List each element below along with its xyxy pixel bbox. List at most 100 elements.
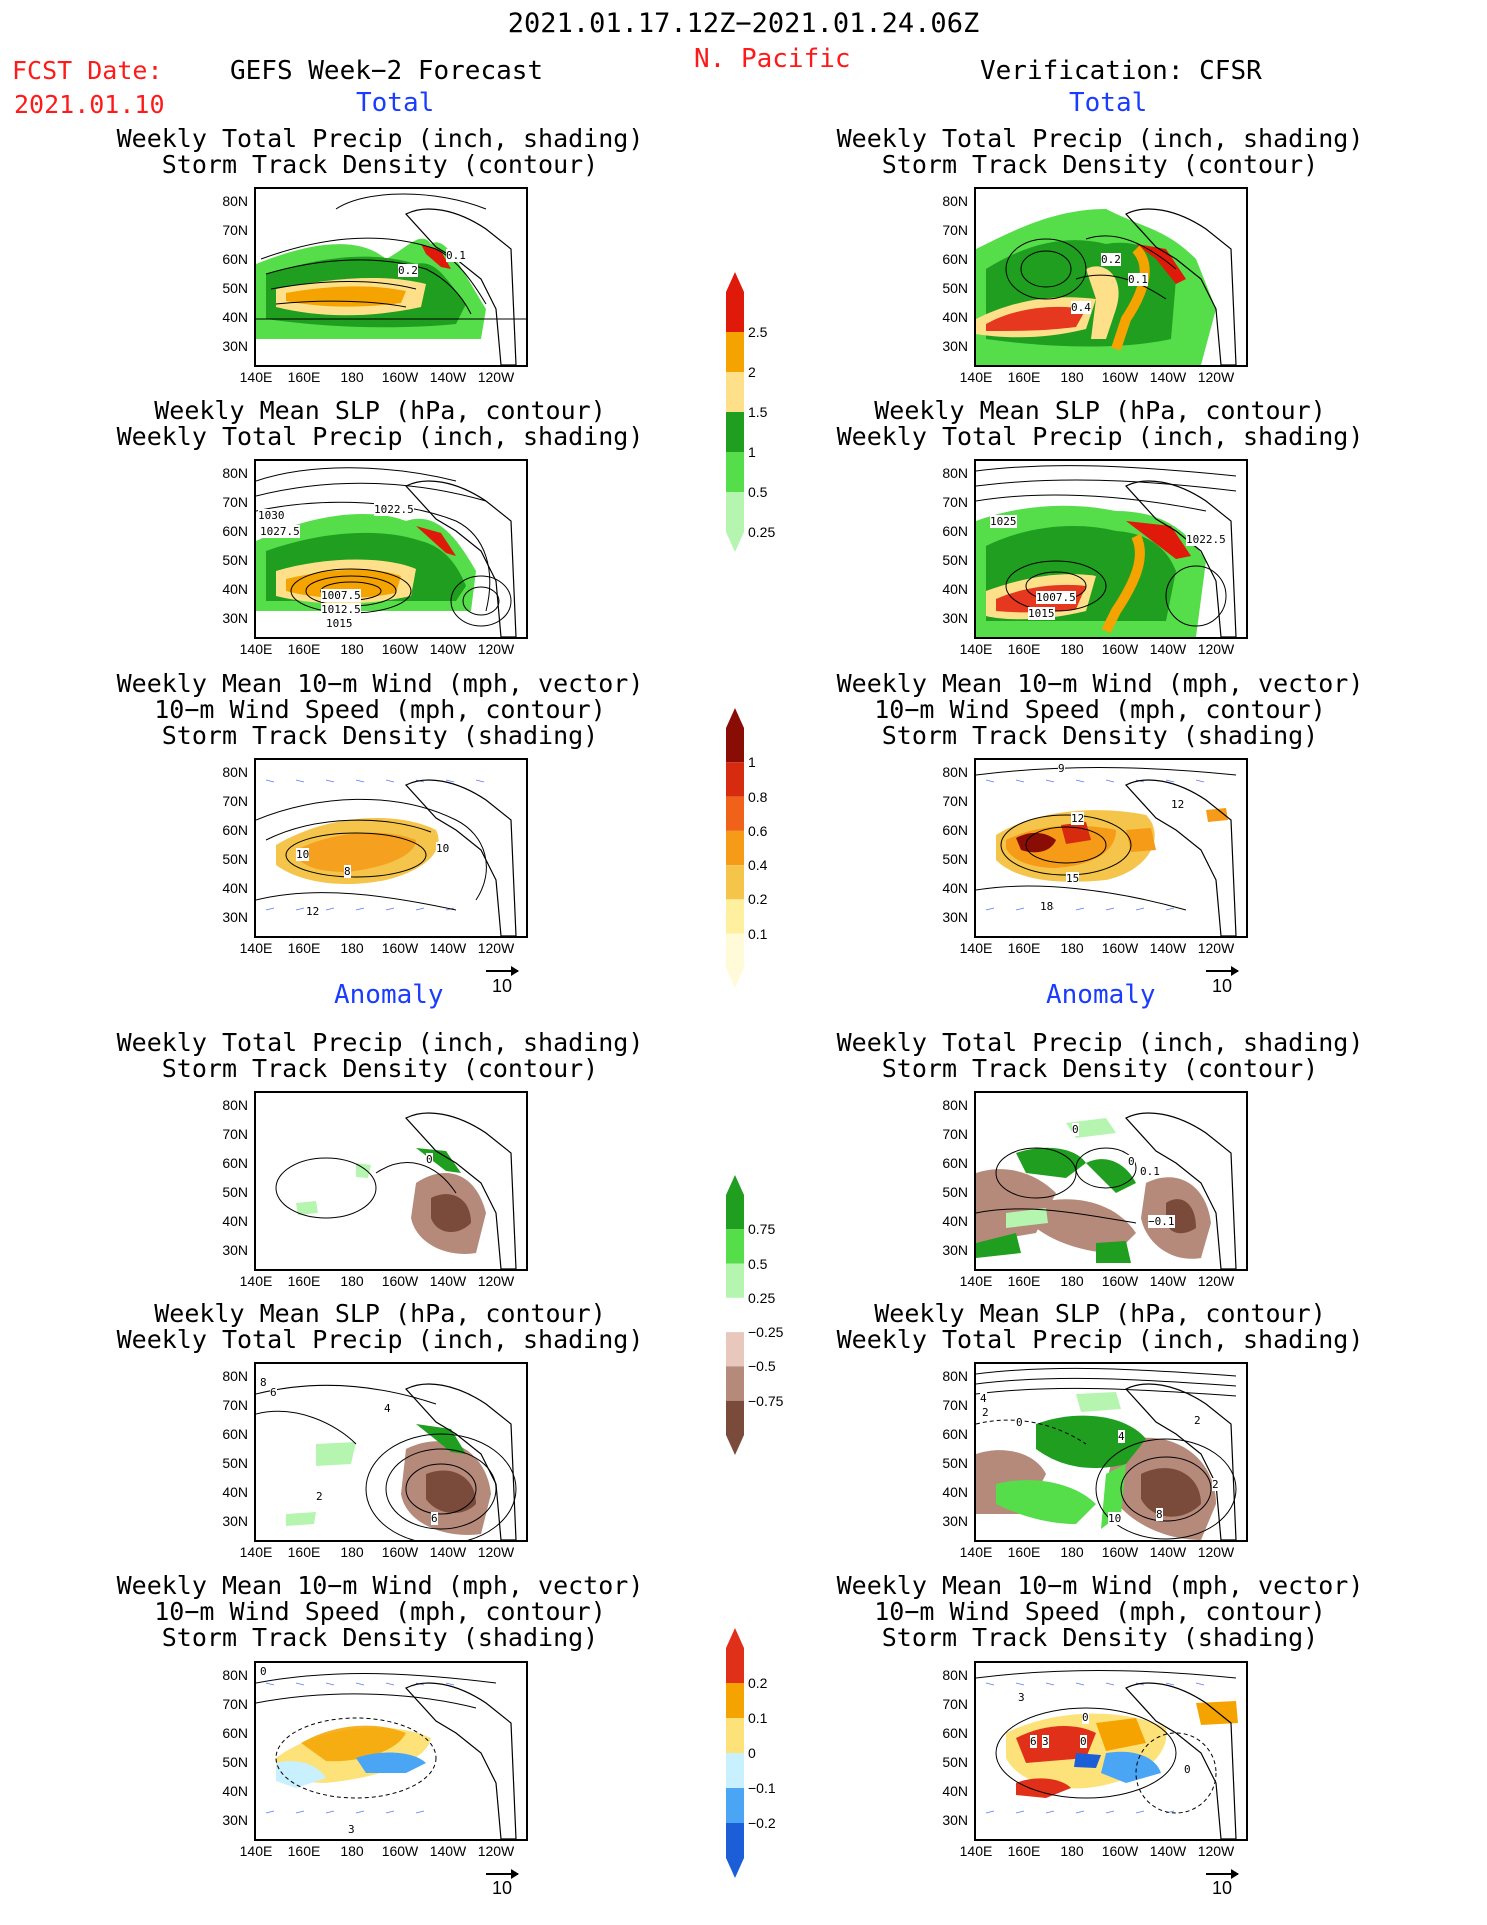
- lon-tick-label: 140W: [429, 1544, 467, 1560]
- contour-label: 0.2: [398, 264, 418, 277]
- colorbar-tick-label: −0.75: [748, 1392, 784, 1409]
- colorbar-tick-label: 0.2: [748, 1675, 768, 1691]
- panel-title-right-slp-total: Weekly Mean SLP (hPa, contour) Weekly To…: [836, 396, 1364, 451]
- map-right-wind-total: 9 12 12 15 18: [974, 758, 1248, 938]
- lon-tick-label: 160W: [381, 641, 419, 657]
- colorbar-swatch: [726, 1175, 744, 1230]
- lat-tick-label: 70N: [222, 494, 248, 510]
- contour-label: 4: [384, 1402, 391, 1415]
- lat-tick-label: 80N: [222, 465, 248, 481]
- colorbar-track-total: [726, 708, 744, 988]
- lon-tick-label: 140W: [1149, 1273, 1187, 1289]
- contour-label: 8: [260, 1376, 267, 1389]
- lon-tick-label: 140E: [239, 369, 273, 385]
- panel-title-right-precip-total: Weekly Total Precip (inch, shading) Stor…: [836, 124, 1364, 179]
- lon-tick-label: 120W: [477, 940, 515, 956]
- panel-title-left-wind-total: Weekly Mean 10−m Wind (mph, vector) 10−m…: [116, 669, 644, 750]
- vector-ref-label: 10: [1211, 1878, 1233, 1898]
- vector-ref-label: 10: [1211, 976, 1233, 996]
- contour-label: 18: [1040, 900, 1054, 913]
- contour-label: 3: [348, 1823, 355, 1836]
- colorbar-tick-label: 0.2: [748, 891, 768, 908]
- lon-tick-label: 160W: [1101, 369, 1139, 385]
- lat-tick-label: 50N: [942, 1184, 968, 1200]
- lat-tick-label: 70N: [942, 1696, 968, 1712]
- lon-tick-label: 140W: [429, 641, 467, 657]
- contour-label: 1012.5: [321, 603, 361, 616]
- lat-tick-label: 70N: [222, 1696, 248, 1712]
- colorbar-tick-label: 0.6: [748, 822, 768, 839]
- lon-tick-label: 140E: [239, 1273, 273, 1289]
- contour-label: 9: [1058, 762, 1065, 775]
- lat-tick-label: 40N: [222, 581, 248, 597]
- right-column-title: Verification: CFSR: [980, 56, 1262, 86]
- colorbar-tick-label: −0.2: [748, 1815, 776, 1831]
- contour-label: 0: [1016, 1416, 1023, 1429]
- panel-title-right-wind-anom: Weekly Mean 10−m Wind (mph, vector) 10−m…: [836, 1571, 1364, 1652]
- colorbar-tick-label: 2.5: [748, 324, 768, 340]
- lon-tick-label: 160E: [287, 1843, 321, 1859]
- map-left-precip-total: 0.2 0.1: [254, 187, 528, 367]
- contour-label: 10: [296, 848, 310, 861]
- lon-tick-label: 160W: [1101, 940, 1139, 956]
- lat-tick-label: 80N: [942, 1667, 968, 1683]
- lon-tick-label: 120W: [1197, 940, 1235, 956]
- contour-label: 0: [1080, 1735, 1087, 1748]
- lon-tick-label: 180: [1060, 1273, 1084, 1289]
- lon-tick-label: 160E: [287, 1273, 321, 1289]
- lat-tick-label: 50N: [222, 280, 248, 296]
- lat-tick-label: 30N: [222, 610, 248, 626]
- lat-tick-label: 50N: [222, 1754, 248, 1770]
- colorbar-swatch: [726, 1332, 744, 1367]
- lon-tick-label: 160E: [287, 369, 321, 385]
- vector-ref-arrow: [486, 1869, 519, 1879]
- panel-title-right-slp-anom: Weekly Mean SLP (hPa, contour) Weekly To…: [836, 1299, 1364, 1354]
- contour-label: 0.2: [1101, 253, 1121, 266]
- lon-tick-label: 180: [340, 1843, 364, 1859]
- lon-tick-label: 160E: [1007, 940, 1041, 956]
- colorbar-tick-label: 0.25: [748, 1289, 776, 1306]
- lat-tick-label: 80N: [222, 1368, 248, 1384]
- lon-tick-label: 120W: [1197, 369, 1235, 385]
- contour-label: 0: [1072, 1123, 1079, 1136]
- lon-tick-label: 140W: [429, 1843, 467, 1859]
- lat-tick-label: 30N: [222, 1812, 248, 1828]
- lat-tick-label: 80N: [222, 1097, 248, 1113]
- lon-tick-label: 120W: [477, 1843, 515, 1859]
- lat-tick-label: 60N: [942, 1725, 968, 1741]
- lat-tick-label: 30N: [222, 1242, 248, 1258]
- map-left-wind-total: 10 8 10 12: [254, 758, 528, 938]
- lon-tick-label: 160W: [381, 1273, 419, 1289]
- lat-tick-label: 40N: [942, 1213, 968, 1229]
- panel-title-left-precip-anom: Weekly Total Precip (inch, shading) Stor…: [116, 1028, 644, 1083]
- contour-label: 15: [1066, 872, 1080, 885]
- lat-tick-label: 80N: [942, 465, 968, 481]
- contour-label: 0: [1184, 1763, 1191, 1776]
- colorbar-swatch: [726, 1718, 744, 1753]
- lon-tick-label: 140E: [959, 1273, 993, 1289]
- lat-tick-label: 60N: [222, 1725, 248, 1741]
- lat-tick-label: 30N: [942, 1812, 968, 1828]
- contour-label: 8: [1156, 1508, 1163, 1521]
- lon-tick-label: 160E: [287, 940, 321, 956]
- lon-tick-label: 160W: [1101, 641, 1139, 657]
- panel-title-left-slp-total: Weekly Mean SLP (hPa, contour) Weekly To…: [116, 396, 644, 451]
- lat-tick-label: 70N: [942, 494, 968, 510]
- lon-tick-label: 180: [1060, 940, 1084, 956]
- right-total-label: Total: [1069, 88, 1148, 118]
- colorbar-swatch: [726, 372, 744, 412]
- lat-tick-label: 60N: [222, 251, 248, 267]
- contour-label: 1015: [326, 617, 353, 630]
- colorbar-swatch: [726, 899, 744, 934]
- panel-title-left-slp-anom: Weekly Mean SLP (hPa, contour) Weekly To…: [116, 1299, 644, 1354]
- lon-tick-label: 180: [340, 1273, 364, 1289]
- colorbar-swatch: [726, 830, 744, 866]
- lat-tick-label: 70N: [222, 222, 248, 238]
- colorbar-tick-label: 0.1: [748, 925, 768, 942]
- lat-tick-label: 30N: [942, 1513, 968, 1529]
- contour-label: 12: [306, 905, 320, 918]
- lon-tick-label: 160E: [1007, 1843, 1041, 1859]
- lon-tick-label: 160W: [381, 1843, 419, 1859]
- vector-ref-arrow: [486, 966, 519, 976]
- vector-ref-arrow: [1206, 1869, 1239, 1879]
